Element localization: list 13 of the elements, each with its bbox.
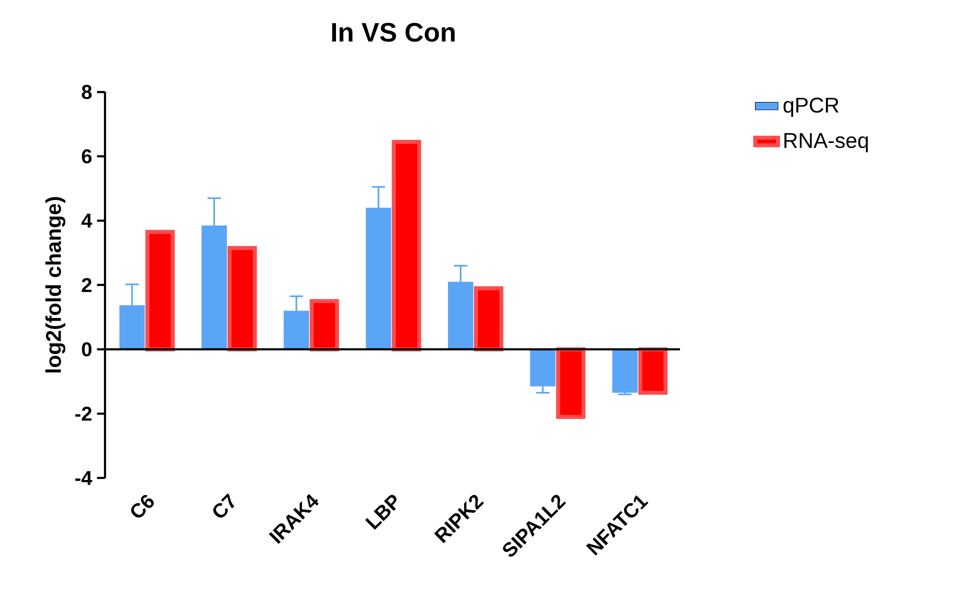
- x-tick-label: C7: [213, 493, 234, 518]
- legend-label: RNA-seq: [784, 133, 868, 152]
- y-tick-label: 6: [82, 149, 92, 164]
- y-axis-title: log2(fold change): [45, 197, 66, 372]
- legend-label: qPCR: [784, 98, 839, 117]
- y-tick-label: 8: [82, 84, 92, 100]
- y-tick-label: 0: [82, 342, 92, 356]
- x-tick-label: C6: [131, 494, 154, 518]
- y-tick-label: -2: [75, 406, 92, 421]
- y-tick-label: -4: [75, 471, 92, 485]
- chart-title: In VS Con: [332, 22, 455, 42]
- y-tick-label: 4: [81, 214, 92, 228]
- y-tick-label: 2: [82, 278, 92, 292]
